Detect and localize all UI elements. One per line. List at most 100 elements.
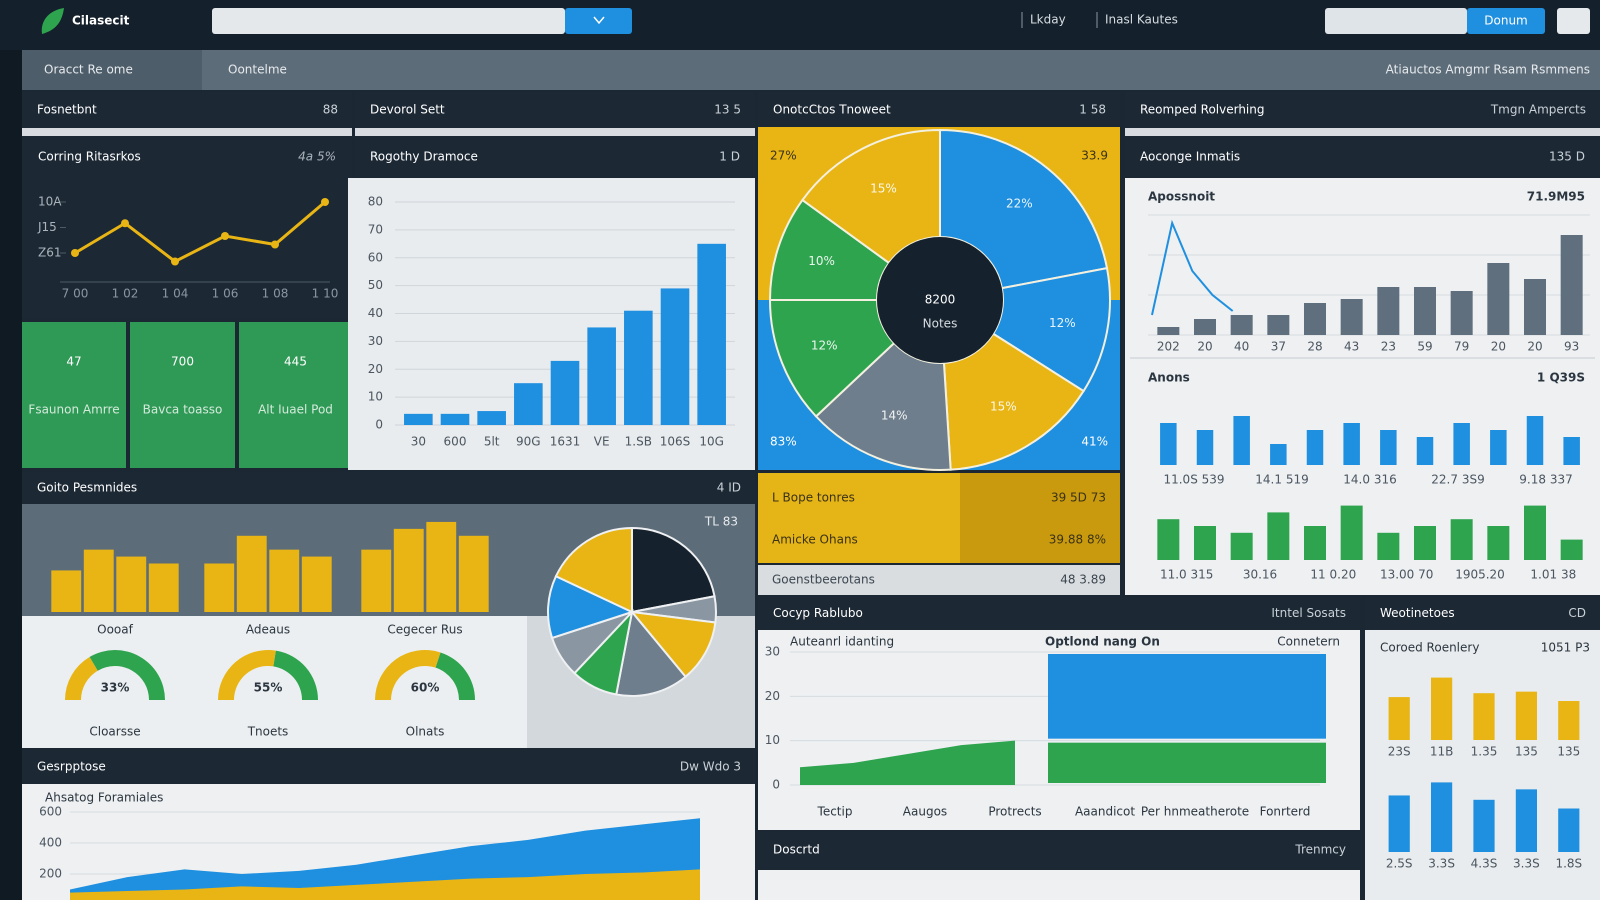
x-tick-label: 5lt	[484, 435, 500, 449]
x-tick-label: 1 02	[112, 287, 139, 301]
panel-badge: 13 5	[714, 103, 741, 117]
bar	[514, 383, 543, 425]
volume-bar	[1450, 291, 1473, 335]
donut-center-label: Notes	[923, 317, 958, 331]
volume-bar	[1194, 319, 1216, 335]
slice-label: 15%	[870, 182, 897, 196]
cluster-label: Adeaus	[246, 623, 290, 637]
gauge-label: Tnoets	[247, 725, 289, 739]
panel-title: Corring Ritasrkos	[38, 150, 141, 164]
pie-slice	[629, 610, 717, 679]
count-bar	[1233, 416, 1250, 465]
x-tick-label: 20	[1491, 340, 1506, 354]
x-tick-label: 1 06	[212, 287, 239, 301]
header-rule	[22, 128, 352, 136]
count-bar	[1160, 423, 1177, 465]
gauge-fill	[375, 650, 441, 700]
panel-badge: 1 D	[719, 150, 740, 164]
volume-bar	[1414, 287, 1436, 335]
x-tick-label: 20	[1527, 340, 1542, 354]
slice-label: 22%	[1006, 197, 1033, 211]
panel-title: Doscrtd	[773, 843, 820, 857]
y-tick-label: 10A	[38, 195, 62, 209]
search-box[interactable]	[212, 8, 565, 34]
slice-label: 12%	[811, 338, 838, 352]
count-bar	[1267, 512, 1290, 560]
tab[interactable]: Oontelme	[228, 63, 287, 77]
pie-slice	[631, 526, 716, 614]
weather-bar	[1558, 701, 1580, 740]
search-box-right[interactable]	[1325, 8, 1467, 34]
count-bar	[1526, 416, 1544, 465]
panel-title: Rogothy Dramoce	[370, 150, 478, 164]
x-tick-label: 11B	[1430, 745, 1454, 759]
y-tick-label: 200	[39, 867, 62, 881]
kpi-tile	[239, 322, 352, 468]
kpi-tile	[130, 322, 235, 468]
panel-title: OnotcCtos Tnoweet	[773, 103, 891, 117]
panel-header	[1365, 597, 1600, 630]
kpi-label: Fsaunon Amrre	[28, 403, 119, 417]
count-bar	[1230, 532, 1253, 560]
y-tick-label: 80	[368, 195, 383, 209]
stack-segment	[1048, 742, 1326, 783]
nav-link[interactable]: Lkday	[1030, 13, 1066, 27]
gauge-rest	[435, 652, 475, 700]
trend-dot	[171, 257, 179, 266]
bar	[404, 413, 433, 425]
weather-bar	[1473, 693, 1495, 740]
panel-badge: Tmgn Ampercts	[1490, 103, 1586, 117]
x-tick-label: 1631	[550, 435, 581, 449]
x-tick-label: 1 10	[312, 287, 339, 301]
y-tick-label: 0	[375, 418, 383, 432]
gauge-value: 55%	[254, 681, 283, 695]
trend-dot	[321, 198, 329, 206]
count-bar	[1157, 519, 1180, 560]
chart-area	[348, 178, 755, 470]
y-tick-label: 600	[39, 805, 62, 819]
x-tick-label: 1.01 38	[1530, 568, 1576, 582]
nav-link[interactable]: Inasl Kautes	[1105, 13, 1178, 27]
x-tick-label: 59	[1417, 340, 1432, 354]
gauge-value: 33%	[101, 681, 130, 695]
x-tick-label: 11 0.20	[1310, 568, 1356, 582]
bar	[477, 411, 506, 425]
icon-button[interactable]	[1557, 8, 1590, 34]
tab[interactable]: Oracct Re ome	[44, 63, 133, 77]
panel-header	[1125, 140, 1600, 176]
search-button[interactable]	[565, 8, 632, 34]
area	[70, 869, 700, 900]
count-bar	[1196, 430, 1214, 465]
strip-footer-value: 48 3.89	[1060, 573, 1106, 587]
panel-title: Aoconge Inmatis	[1140, 150, 1240, 164]
cluster-label: Oooaf	[97, 623, 133, 637]
panel-badge: Trenmcy	[1294, 843, 1346, 857]
y-tick-label: 20	[368, 362, 383, 376]
bar	[550, 360, 580, 425]
panel-badge: 1 58	[1079, 103, 1106, 117]
corner-label: 41%	[1081, 435, 1108, 449]
gauge-rest	[89, 650, 165, 700]
x-tick-label: 28	[1307, 340, 1322, 354]
panel-header	[355, 140, 755, 176]
y-tick-label: 60	[368, 250, 383, 264]
panel-lower	[22, 616, 527, 748]
panel-badge: Dw Wdo 3	[680, 760, 741, 774]
x-tick-label: 1.8S	[1555, 857, 1582, 871]
count-bar	[1377, 532, 1400, 560]
x-tick-label: 3.3S	[1428, 857, 1455, 871]
x-tick-label: 135	[1515, 745, 1538, 759]
panel-title: Cocyp Rablubo	[773, 606, 863, 620]
trend-dot	[221, 232, 229, 240]
pie-slice	[547, 574, 635, 640]
action-button[interactable]	[1467, 8, 1545, 34]
count-bar	[1304, 526, 1326, 560]
action-button-label[interactable]: Donum	[1484, 14, 1527, 28]
x-tick-label: 30	[411, 435, 426, 449]
x-tick-label: Tectip	[817, 805, 853, 819]
gauge-value: 60%	[411, 681, 440, 695]
kpi-tile	[22, 322, 126, 468]
panel-header	[758, 92, 1120, 128]
y-tick-label: 70	[368, 222, 383, 236]
cluster-bar	[204, 563, 235, 612]
